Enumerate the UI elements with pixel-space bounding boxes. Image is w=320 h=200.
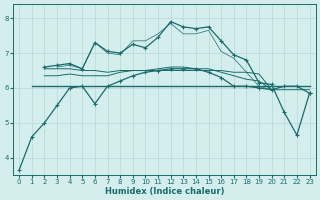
X-axis label: Humidex (Indice chaleur): Humidex (Indice chaleur) [105,187,224,196]
